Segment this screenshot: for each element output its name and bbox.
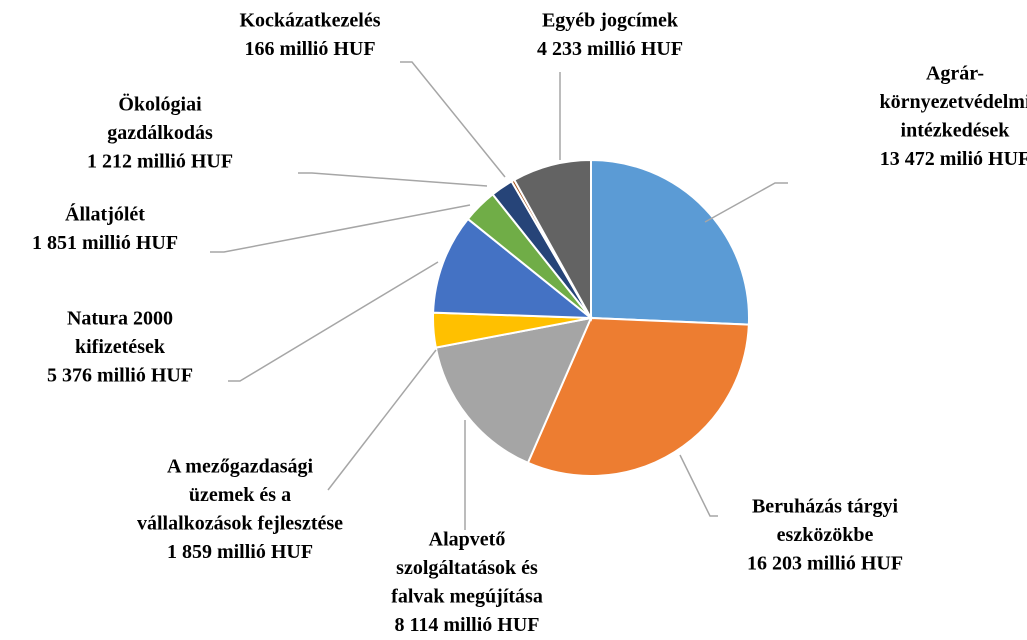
value-label: 1 859 millió HUF — [167, 541, 313, 563]
leader-line — [704, 182, 788, 223]
value-label: 1 851 millió HUF — [32, 232, 178, 254]
pie-slice — [434, 316, 593, 465]
slice-label: Agrár- — [926, 63, 984, 85]
pie-slice — [432, 217, 594, 320]
pie-slice — [512, 158, 592, 322]
slice-label: Natura 2000 — [67, 308, 173, 330]
slice-label: vállalkozások fejlesztése — [137, 513, 343, 535]
leader-line — [679, 454, 718, 517]
slice-label: környezetvédelmi — [879, 91, 1027, 113]
slice-label: eszközökbe — [777, 524, 874, 546]
slice-label: Ökológiai — [118, 93, 202, 116]
leader-line — [210, 204, 471, 253]
slice-label: Alapvető — [429, 529, 506, 551]
value-label: 166 millió HUF — [244, 38, 375, 60]
value-label: 4 233 millió HUF — [537, 38, 683, 60]
slice-label: Egyéb jogcímek — [542, 10, 679, 32]
pie-slice — [590, 158, 750, 326]
slice-label: üzemek és a — [189, 484, 291, 506]
pie-slice — [526, 316, 750, 477]
slice-label: A mezőgazdasági — [167, 456, 314, 478]
slice-label: szolgáltatások és — [396, 557, 538, 579]
value-label: 8 114 millió HUF — [395, 614, 540, 636]
leader-line — [298, 172, 488, 187]
value-label: 16 203 millió HUF — [747, 553, 903, 575]
slice-label: Kockázatkezelés — [239, 10, 380, 32]
leader-line — [327, 349, 437, 491]
slice-label: kifizetések — [75, 336, 166, 358]
slice-label: intézkedések — [901, 120, 1011, 142]
leader-line — [400, 61, 506, 178]
value-label: 5 376 millió HUF — [47, 365, 193, 387]
value-label: 13 472 milió HUF — [880, 148, 1027, 170]
value-label: 1 212 millió HUF — [87, 151, 233, 173]
leader-line — [228, 261, 439, 382]
slice-label: falvak megújítása — [391, 586, 543, 608]
slice-label: Állatjólét — [65, 203, 145, 226]
slice-label: Beruházás tárgyi — [752, 496, 899, 518]
slice-label: gazdálkodás — [107, 122, 213, 144]
